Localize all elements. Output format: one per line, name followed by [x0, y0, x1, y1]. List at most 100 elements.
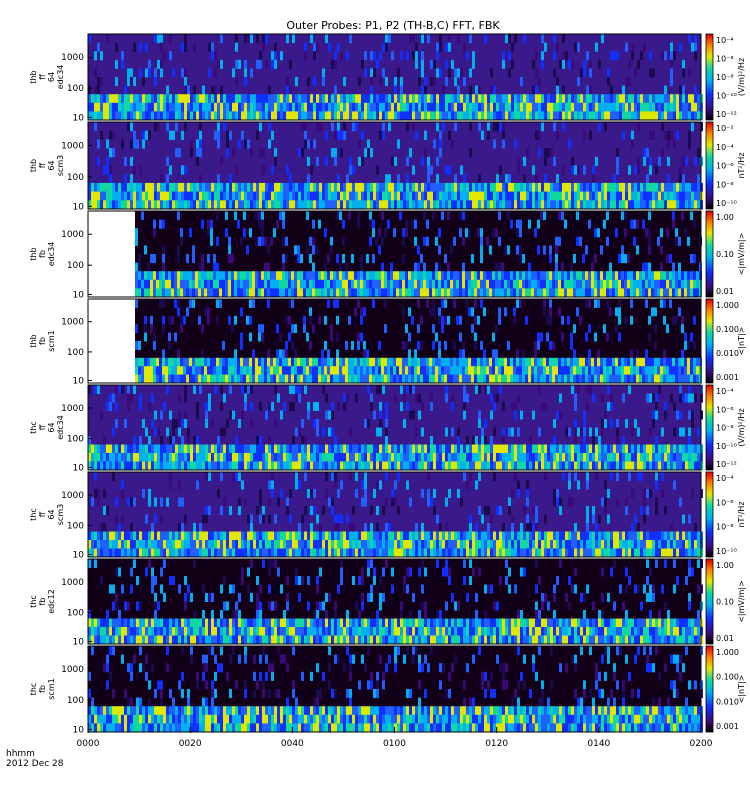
colorbar — [705, 471, 714, 558]
y-axis-label-line: fb — [38, 250, 47, 258]
colorbar-tick-label: 10⁻⁸ — [716, 73, 734, 82]
y-axis-label-line: fb — [38, 685, 47, 693]
colorbar-tick-label: 10⁻⁴ — [716, 387, 734, 396]
colorbar-label: <|nT|> — [737, 675, 746, 704]
y-axis-label-line: 64 — [47, 422, 56, 432]
x-tick-label: 0100 — [383, 739, 406, 749]
colorbar-tick-label: 10⁻⁸ — [716, 424, 734, 433]
colorbar-tick-label: 10⁻¹² — [716, 460, 737, 469]
y-axis-label-line: thc — [29, 595, 38, 608]
colorbar — [705, 558, 714, 645]
y-axis-label-line: edc12 — [47, 589, 56, 614]
colorbar-label: <|nT|> — [737, 327, 746, 356]
y-tick-label: 100 — [67, 609, 84, 619]
colorbar-tick-label: 0.100 — [716, 325, 739, 334]
y-tick-label: 100 — [67, 696, 84, 706]
y-tick-label: 10 — [73, 202, 85, 212]
colorbar-tick-label: 0.001 — [716, 373, 739, 382]
figure-title: Outer Probes: P1, P2 (TH-B,C) FFT, FBK — [286, 19, 500, 32]
y-axis-label-line: scm1 — [47, 330, 56, 351]
y-axis-label-line: edc34 — [47, 242, 56, 267]
colorbar — [705, 298, 714, 384]
colorbar-tick-label: 10⁻² — [716, 124, 734, 133]
colorbar-tick-label: 1.00 — [716, 213, 734, 222]
y-axis-label-line: edc34 — [56, 65, 65, 90]
spectrogram-panel: 1000 100 10 thc fb scm1 1.000 0.100 0.010 0.001 <|… — [29, 645, 746, 735]
y-tick-label: 100 — [67, 261, 84, 271]
y-axis-label-line: thb — [29, 70, 38, 83]
y-tick-label: 100 — [67, 84, 84, 94]
y-tick-label: 1000 — [61, 578, 84, 588]
colorbar-tick-label: 10⁻¹⁰ — [716, 199, 737, 208]
colorbar-tick-label: 10⁻¹⁰ — [716, 442, 737, 451]
panel-frame — [87, 121, 702, 210]
panel-frame — [87, 33, 702, 121]
y-axis-label-line: fb — [38, 598, 47, 606]
y-axis-label-line: thb — [29, 247, 38, 260]
x-axis: 0000 0020 0040 0100 0120 0140 0200 — [77, 727, 713, 749]
y-tick-label: 1000 — [61, 491, 84, 501]
colorbar — [705, 645, 714, 733]
y-tick-label: 1000 — [61, 141, 84, 151]
spectrogram-panel: 1000 100 10 thb ff 64 edc34 10⁻⁴ 10⁻⁸ 10⁻⁸ 10⁻¹⁰ 10… — [29, 33, 746, 123]
y-axis-label-line: ff — [38, 511, 47, 517]
spectrogram-panel: 1000 100 10 thb ff 64 scm3 10⁻² 10⁻⁴ 10⁻⁶ 10⁻⁸ 10⁻¹… — [29, 121, 746, 212]
y-tick-label: 10 — [73, 463, 85, 473]
y-tick-label: 10 — [73, 113, 85, 123]
y-tick-label: 100 — [67, 435, 84, 445]
y-axis-label-line: thc — [29, 421, 38, 434]
colorbar-tick-label: 0.10 — [716, 598, 734, 607]
colorbar-tick-label: 0.10 — [716, 250, 734, 259]
colorbar-label: <|mV/m|> — [737, 233, 746, 276]
x-tick-label: 0120 — [485, 739, 508, 749]
spectrogram-panel: 1000 100 10 thc fb edc12 1.00 0.10 0.01 <|mV/m|> — [29, 558, 746, 647]
colorbar-tick-label: 10⁻⁶ — [716, 498, 734, 507]
spectrogram-panel: 1000 100 10 thc ff 64 scm3 10⁻⁴ 10⁻⁶ 10⁻⁸ 10⁻¹⁰ nT²… — [29, 471, 746, 560]
y-axis-label-line: thb — [29, 159, 38, 172]
colorbar-label: (V/m)²/Hz — [737, 408, 746, 446]
colorbar-tick-label: 10⁻⁶ — [716, 162, 734, 171]
y-tick-label: 100 — [67, 522, 84, 532]
panel-frame — [87, 471, 702, 558]
y-tick-label: 1000 — [61, 404, 84, 414]
colorbar-tick-label: 0.01 — [716, 634, 734, 643]
x-tick-label: 0200 — [690, 739, 713, 749]
y-axis-label-line: fb — [38, 337, 47, 345]
colorbar-tick-label: 10⁻⁴ — [716, 143, 734, 152]
colorbar-tick-label: 0.010 — [716, 349, 739, 358]
colorbar-tick-label: 0.100 — [716, 673, 739, 682]
y-tick-label: 1000 — [61, 230, 84, 240]
colorbar-label: nT²/Hz — [737, 152, 746, 178]
spectrogram-panel: 1000 100 10 thb fb scm1 1.000 0.100 0.010 0.001 <|… — [29, 298, 746, 386]
colorbar-tick-label: 1.00 — [716, 561, 734, 570]
y-axis-label-line: 64 — [47, 72, 56, 82]
spectrogram-panel: 1000 100 10 thc ff 64 edc34 10⁻⁴ 10⁻⁶ 10⁻⁸ 10⁻¹⁰ 10… — [29, 384, 746, 473]
x-corner-label-line1: hhmm — [6, 749, 35, 759]
y-tick-label: 10 — [73, 550, 85, 560]
colorbar-tick-label: 10⁻¹⁰ — [716, 92, 737, 101]
colorbar-tick-label: 0.001 — [716, 722, 739, 731]
panel-frame — [87, 384, 702, 471]
panel-frame — [87, 558, 702, 645]
y-axis-label-line: scm1 — [47, 678, 56, 699]
colorbar-tick-label: 0.010 — [716, 697, 739, 706]
colorbar-label: (V/m)²/Hz — [737, 58, 746, 96]
colorbar-tick-label: 10⁻⁸ — [716, 180, 734, 189]
y-axis-label-line: thc — [29, 683, 38, 696]
y-axis-label-line: 64 — [47, 509, 56, 519]
colorbar-tick-label: 10⁻¹⁰ — [716, 547, 737, 556]
y-axis-label-line: thb — [29, 334, 38, 347]
colorbar — [705, 33, 714, 121]
y-tick-label: 10 — [73, 725, 85, 735]
y-tick-label: 1000 — [61, 318, 84, 328]
x-tick-label: 0040 — [281, 739, 304, 749]
colorbar — [705, 384, 714, 471]
colorbar-tick-label: 1.000 — [716, 648, 739, 657]
colorbar-tick-label: 10⁻¹² — [716, 110, 737, 119]
colorbar-tick-label: 10⁻⁴ — [716, 36, 734, 45]
panel-frame — [87, 210, 702, 298]
y-tick-label: 10 — [73, 637, 85, 647]
y-axis-label-line: ff — [38, 162, 47, 168]
